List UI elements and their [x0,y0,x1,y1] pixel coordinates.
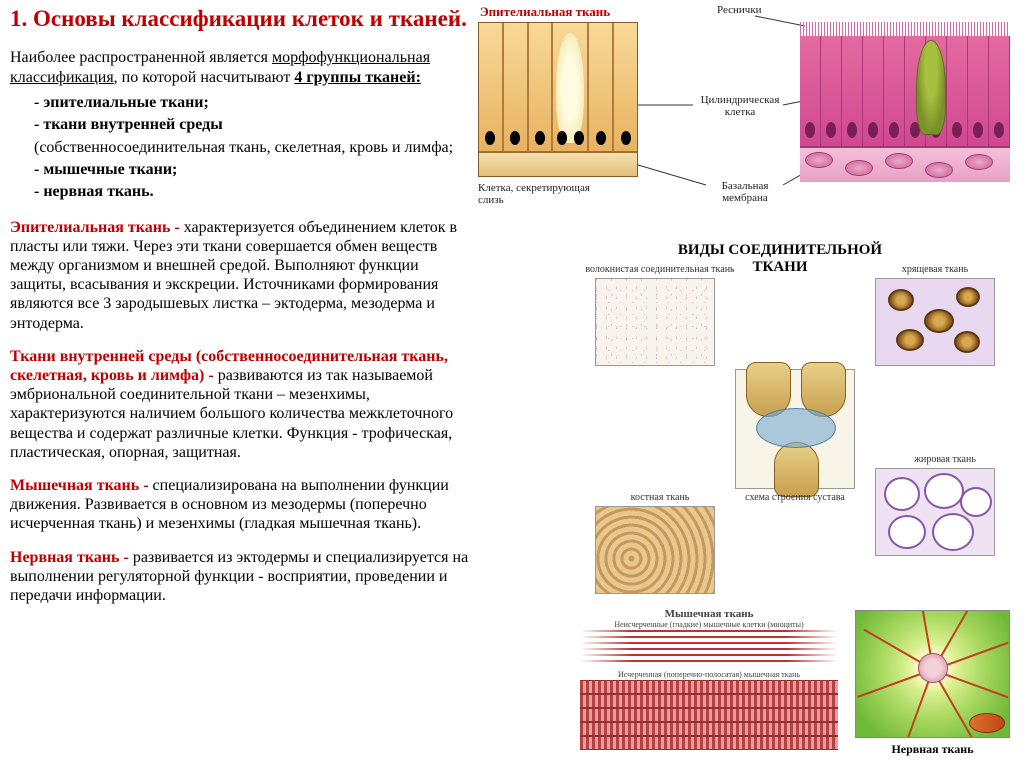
list-item: - эпителиальные ткани; [34,92,470,114]
paragraph-nerve: Нервная ткань - развивается из эктодермы… [10,548,470,606]
goblet-cell [556,33,584,143]
label-fibrous: волокнистая соединительная ткань [585,264,735,275]
para-header: Мышечная ткань - [10,477,153,494]
list-item: - мышечные ткани; [34,159,470,181]
main-title: 1. Основы классификации клеток и тканей. [10,5,470,34]
para-header: Эпителиальная ткань - [10,219,184,236]
axon-terminal [969,713,1005,733]
basal-layer [479,151,637,176]
muscle-diagram: Мышечная ткань Неисчерченные (гладкие) м… [575,610,843,760]
basal-layer [800,146,1010,182]
paragraph-epithelial: Эпителиальная ткань - характеризуется об… [10,218,470,333]
thumb-bone [595,506,715,594]
neuron-soma [918,653,948,683]
pointer-line [700,12,805,32]
cilia-band [800,22,1010,36]
intro-text-2: , по которой насчитывают [114,69,295,86]
epithelial-diagram-2 [800,22,1010,177]
label-cartilage: хрящевая ткань [875,264,995,275]
epithelial-columns [479,23,637,153]
goblet-cell [916,40,946,135]
label-mucus-cell: Клетка, секретирующая слизь [478,182,598,206]
pointer-line [638,90,808,120]
neuron-title: Нервная ткань [855,742,1010,757]
label-joint: схема строения сустава [735,492,855,503]
list-sub: (собственносоединительная ткань, скелетн… [34,137,470,159]
connective-panel: волокнистая соединительная ткань хрящева… [575,264,1015,604]
epithelial-diagram-1 [478,22,638,177]
thumb-fibrous [595,278,715,366]
list-item: - нервная ткань. [34,181,470,203]
tissue-list: - эпителиальные ткани; - ткани внутренне… [10,92,470,204]
intro-text-1: Наиболее распространенной является [10,49,272,66]
paragraph-connective: Ткани внутренней среды (собственносоедин… [10,347,470,462]
para-header: Нервная ткань - [10,549,133,566]
label-bone: костная ткань [605,492,715,503]
neuron-diagram [855,610,1010,738]
epithelial-title: Эпителиальная ткань [475,4,615,20]
text-column: 1. Основы классификации клеток и тканей.… [10,5,470,605]
striated-muscle [580,680,838,750]
label-fat: жировая ткань [895,454,995,465]
smooth-muscle [580,628,838,668]
paragraph-muscle: Мышечная ткань - специализирована на вып… [10,476,470,534]
thumb-fat [875,468,995,556]
list-label: - ткани внутренней среды [34,116,223,133]
thumb-joint [735,369,855,489]
ciliated-columns [800,36,1010,146]
thumb-cartilage [875,278,995,366]
pointer-line [638,160,813,190]
intro-bold: 4 группы тканей: [294,69,421,86]
intro-paragraph: Наиболее распространенной является морфо… [10,48,470,88]
list-item: - ткани внутренней среды (собственносоед… [34,114,470,159]
muscle-subtitle2: Исчерченная (поперечно-полосатая) мышечн… [575,670,843,679]
muscle-title: Мышечная ткань [575,608,843,620]
